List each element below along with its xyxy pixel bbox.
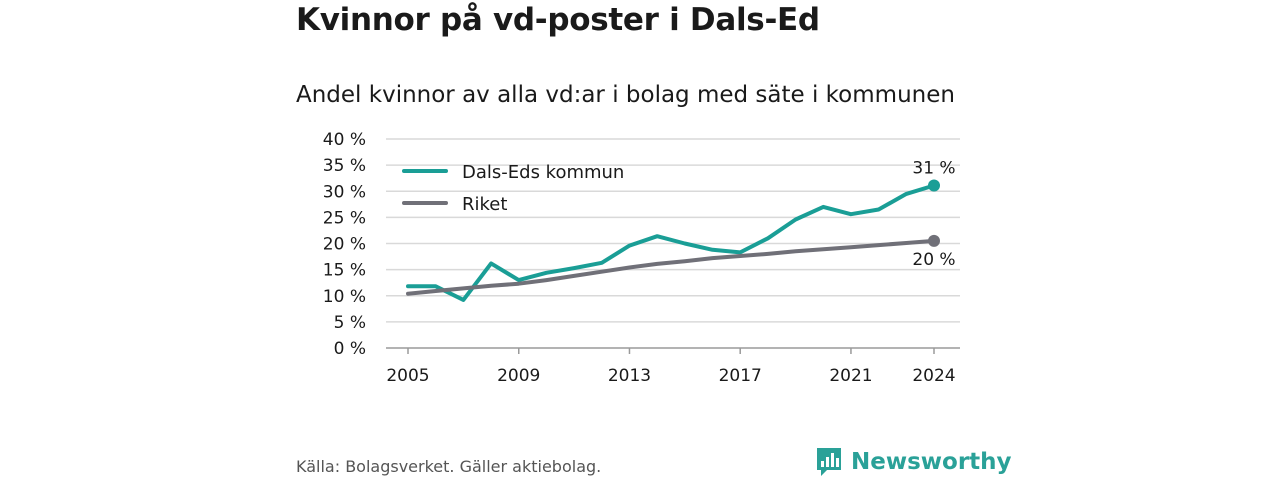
brand-name: Newsworthy — [851, 449, 1012, 475]
y-tick-label: 15 % — [323, 261, 366, 281]
x-tick-label: 2005 — [386, 366, 429, 386]
y-tick-label: 5 % — [334, 313, 366, 333]
y-tick-label: 0 % — [334, 339, 366, 359]
y-tick-label: 20 % — [323, 235, 366, 255]
y-tick-label: 35 % — [323, 156, 366, 176]
bar-chart-speech-bubble-icon — [817, 448, 841, 476]
series-end-label: 20 % — [912, 250, 955, 270]
series-line — [406, 238, 936, 296]
legend-label: Dals-Eds kommun — [462, 162, 624, 183]
series-end-point — [928, 179, 940, 192]
source-note: Källa: Bolagsverket. Gäller aktiebolag. — [296, 457, 602, 476]
x-tick-label: 2017 — [719, 366, 762, 386]
legend-label: Riket — [462, 194, 507, 215]
y-tick-label: 10 % — [323, 287, 366, 307]
brand-logo: Newsworthy — [815, 446, 1012, 478]
x-tick-label: 2013 — [608, 366, 651, 386]
chart-subtitle: Andel kvinnor av alla vd:ar i bolag med … — [296, 82, 955, 108]
y-tick-label: 30 % — [323, 182, 366, 202]
series-line — [406, 183, 936, 302]
x-tick-label: 2024 — [912, 366, 955, 386]
y-tick-label: 25 % — [323, 208, 366, 228]
y-tick-label: 40 % — [323, 130, 366, 150]
series-end-label: 31 % — [912, 159, 955, 179]
x-tick-label: 2021 — [829, 366, 872, 386]
series-end-point — [928, 234, 940, 247]
x-tick-label: 2009 — [497, 366, 540, 386]
chart-title: Kvinnor på vd-poster i Dals-Ed — [296, 2, 820, 38]
